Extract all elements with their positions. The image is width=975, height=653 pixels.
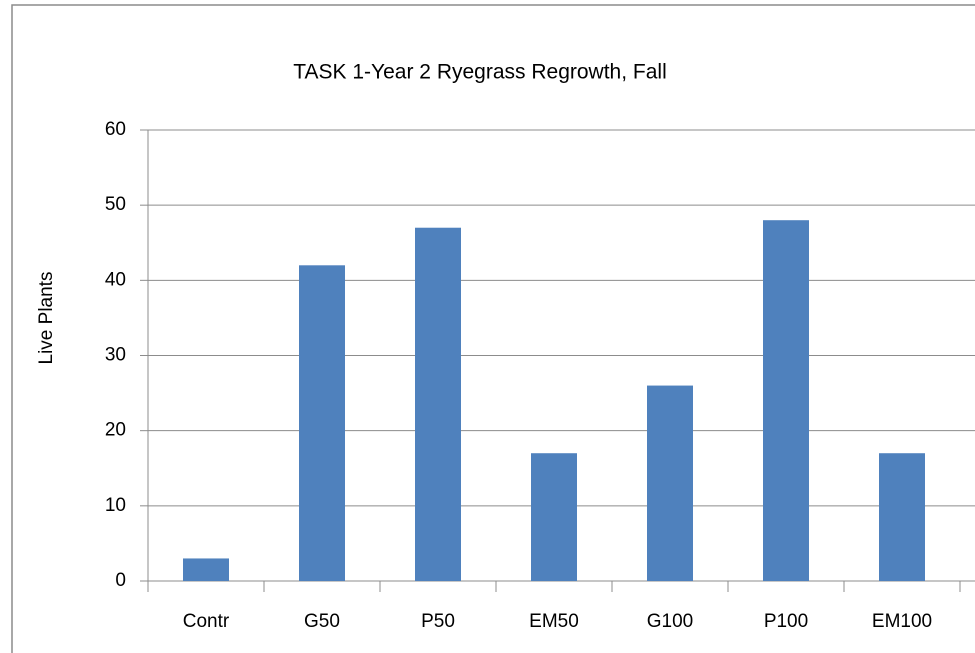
x-tick-label: G50	[304, 611, 340, 632]
y-tick-label: 50	[105, 194, 126, 215]
x-tick-label: Contr	[183, 611, 230, 632]
bar	[763, 220, 809, 581]
y-tick-label: 10	[105, 495, 126, 516]
x-tick-label: G100	[647, 611, 693, 632]
bar	[415, 227, 461, 581]
y-tick-label: 40	[105, 269, 126, 290]
y-tick-label: 60	[105, 119, 126, 140]
chart-title: TASK 1-Year 2 Ryegrass Regrowth, Fall	[293, 61, 667, 84]
x-tick-label: P50	[421, 611, 455, 632]
bar	[183, 558, 229, 581]
y-tick-label: 30	[105, 345, 126, 366]
chart-frame	[11, 4, 975, 653]
y-tick-label: 0	[115, 570, 126, 591]
y-tick-label: 20	[105, 420, 126, 441]
x-tick-label: EM100	[872, 611, 932, 632]
x-tick-label: P100	[764, 611, 808, 632]
bar	[647, 385, 693, 581]
x-tick-label: EM50	[529, 611, 579, 632]
bar	[299, 265, 345, 581]
y-axis-label: Live Plants	[36, 272, 57, 365]
bar	[879, 453, 925, 581]
bar	[531, 453, 577, 581]
